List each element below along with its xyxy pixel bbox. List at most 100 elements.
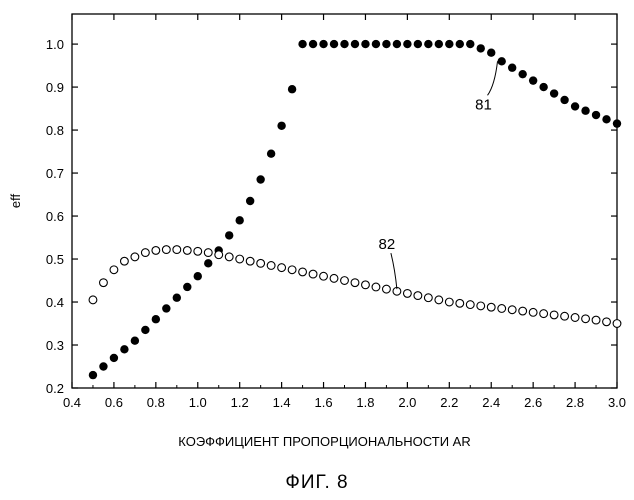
open-data-point [204, 249, 212, 257]
open-data-point [592, 316, 600, 324]
series-annotation-label: 82 [379, 236, 396, 253]
y-tick-label: 0.2 [46, 381, 64, 396]
filled-data-point [487, 48, 495, 56]
open-data-point [362, 281, 370, 289]
filled-data-point [235, 216, 243, 224]
filled-data-point [288, 85, 296, 93]
x-tick-label: 0.6 [105, 395, 123, 410]
x-tick-label: 2.6 [524, 395, 542, 410]
filled-data-point [382, 40, 390, 48]
open-data-point [435, 296, 443, 304]
filled-data-point [529, 76, 537, 84]
open-data-point [383, 285, 391, 293]
filled-data-point [204, 259, 212, 267]
filled-data-point [477, 44, 485, 52]
filled-data-point [256, 175, 264, 183]
filled-data-point [162, 304, 170, 312]
filled-data-point [581, 107, 589, 115]
open-data-point [131, 253, 139, 261]
open-data-point [309, 270, 317, 278]
filled-data-point [141, 326, 149, 334]
filled-data-point [571, 102, 579, 110]
open-data-point [267, 262, 275, 270]
filled-data-point [508, 64, 516, 72]
x-tick-label: 1.4 [273, 395, 291, 410]
filled-data-point [319, 40, 327, 48]
filled-data-point [298, 40, 306, 48]
filled-data-point [414, 40, 422, 48]
y-tick-label: 0.5 [46, 252, 64, 267]
open-data-point [529, 308, 537, 316]
filled-data-point [351, 40, 359, 48]
x-tick-label: 0.4 [63, 395, 81, 410]
filled-data-point [99, 362, 107, 370]
open-data-point [466, 301, 474, 309]
filled-data-point [120, 345, 128, 353]
annotation-leader-line [488, 61, 498, 95]
open-data-point [225, 253, 233, 261]
x-tick-label: 0.8 [147, 395, 165, 410]
open-data-point [445, 298, 453, 306]
filled-data-point [560, 96, 568, 104]
filled-data-point [613, 119, 621, 127]
open-data-point [152, 247, 160, 255]
filled-data-point [445, 40, 453, 48]
filled-data-point [393, 40, 401, 48]
open-data-point [582, 315, 590, 323]
open-data-point [550, 311, 558, 319]
filled-data-point [435, 40, 443, 48]
filled-data-point [518, 70, 526, 78]
x-tick-label: 3.0 [608, 395, 626, 410]
open-data-point [100, 279, 108, 287]
y-tick-label: 0.9 [46, 80, 64, 95]
series-1 [89, 246, 621, 328]
x-tick-label: 2.0 [398, 395, 416, 410]
x-tick-label: 1.0 [189, 395, 207, 410]
open-data-point [215, 251, 223, 259]
open-data-point [498, 305, 506, 313]
y-tick-label: 1.0 [46, 37, 64, 52]
open-data-point [508, 306, 516, 314]
figure-caption: ФИГ. 8 [0, 472, 634, 494]
open-data-point [414, 292, 422, 300]
filled-data-point [225, 231, 233, 239]
open-data-point [424, 294, 432, 302]
y-tick-label: 0.8 [46, 123, 64, 138]
filled-data-point [361, 40, 369, 48]
open-data-point [288, 266, 296, 274]
filled-data-point [89, 371, 97, 379]
open-data-point [330, 274, 338, 282]
filled-data-point [267, 150, 275, 158]
filled-data-point [456, 40, 464, 48]
filled-data-point [424, 40, 432, 48]
open-data-point [246, 257, 254, 265]
open-data-point [162, 246, 170, 254]
y-tick-label: 0.3 [46, 338, 64, 353]
annotation-leader-line [391, 253, 397, 289]
x-tick-label: 2.4 [482, 395, 500, 410]
filled-data-point [183, 283, 191, 291]
x-tick-label: 2.2 [440, 395, 458, 410]
filled-data-point [550, 89, 558, 97]
open-data-point [121, 257, 129, 265]
open-data-point [89, 296, 97, 304]
open-data-point [477, 302, 485, 310]
open-data-point [110, 266, 118, 274]
open-data-point [519, 307, 527, 315]
filled-data-point [372, 40, 380, 48]
open-data-point [540, 310, 548, 318]
open-data-point [403, 290, 411, 298]
open-data-point [173, 246, 181, 254]
filled-data-point [246, 197, 254, 205]
filled-data-point [602, 115, 610, 123]
y-tick-label: 0.6 [46, 209, 64, 224]
y-tick-label: 0.4 [46, 295, 64, 310]
filled-data-point [403, 40, 411, 48]
open-data-point [603, 318, 611, 326]
open-data-point [341, 277, 349, 285]
open-data-point [236, 255, 244, 263]
x-tick-label: 2.8 [566, 395, 584, 410]
filled-data-point [592, 111, 600, 119]
open-data-point [456, 299, 464, 307]
open-data-point [320, 272, 328, 280]
